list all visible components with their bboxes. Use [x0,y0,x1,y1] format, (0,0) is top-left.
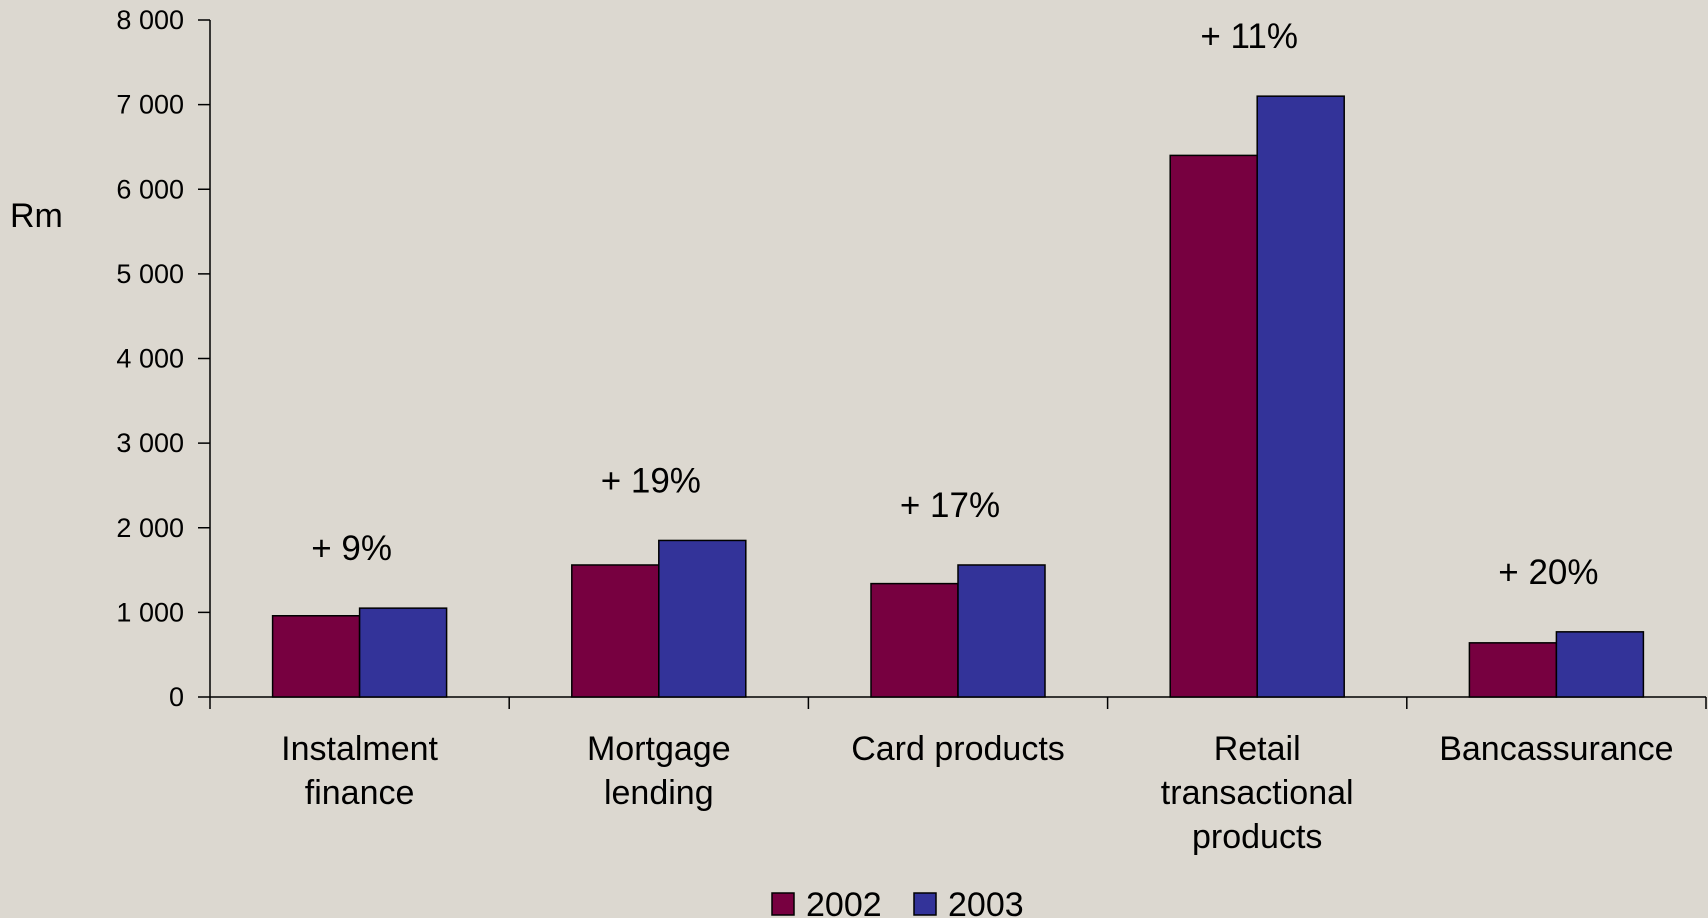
x-tick-label: Retail transactional products [1161,730,1354,856]
bar [870,582,959,698]
bar [1555,631,1645,698]
bars [271,95,1645,698]
growth-annotation: + 11% [1200,17,1298,56]
annotations: + 9% + 19% + 17% + 11% + 20% [311,17,1598,592]
bar [658,539,747,698]
y-axis-label: Rm [10,197,63,235]
y-tick-label: 5 000 [116,259,184,289]
x-tick-label: Mortgage lending [587,730,731,812]
x-tick-label: Instalment finance [281,730,438,812]
y-tick-label: 6 000 [116,174,184,204]
bar [1256,95,1345,698]
y-tick-label: 7 000 [116,90,184,120]
legend-swatch [913,892,937,916]
y-tick-label: 4 000 [116,344,184,374]
y-tick-label: 0 [169,682,184,712]
y-tick-label: 1 000 [116,597,184,627]
growth-annotation: + 9% [311,529,392,568]
bar [957,564,1046,698]
bar [571,564,660,698]
x-tick-label: Card products [851,730,1065,768]
legend-label: 2003 [948,886,1024,918]
y-tick-label: 2 000 [116,513,184,543]
y-tick-label: 3 000 [116,428,184,458]
x-axis: Instalment finance Mortgage lending Card pro… [209,696,1707,856]
growth-annotation: + 19% [601,461,701,500]
legend-label: 2002 [806,886,882,918]
bar [358,607,448,698]
legend: 2002 2003 [771,886,1024,918]
bar [1169,154,1258,698]
growth-annotation: + 17% [900,486,1000,525]
bar [1468,642,1558,698]
legend-swatch [771,892,795,916]
bar [271,615,361,698]
y-axis: 0 1 000 2 000 3 000 4 000 5 000 6 000 7 000 8 00… [10,5,211,712]
x-tick-label: Bancassurance [1439,730,1673,768]
growth-annotation: + 20% [1498,553,1598,592]
y-tick-label: 8 000 [116,5,184,35]
